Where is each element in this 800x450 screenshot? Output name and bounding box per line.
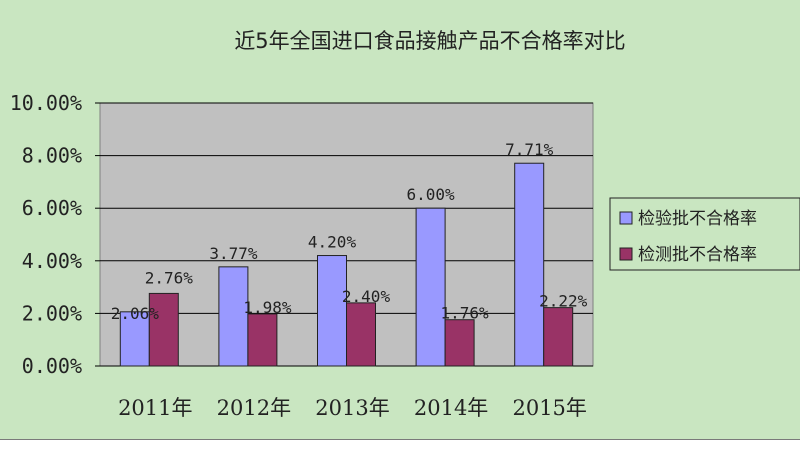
legend-swatch-inspection — [619, 211, 633, 225]
data-label-inspection: 2.06% — [111, 304, 160, 323]
data-label-inspection: 6.00% — [407, 185, 456, 204]
bar-chart: 近5年全国进口食品接触产品不合格率对比 0.00% 2.00% 4.00% 6.00%… — [10, 29, 800, 420]
data-label-testing: 1.98% — [243, 298, 292, 317]
data-label-inspection: 3.77% — [209, 244, 258, 263]
x-category-label: 2011年 — [118, 396, 192, 420]
bar-inspection — [218, 266, 249, 367]
y-tick-label: 8.00% — [22, 144, 82, 168]
data-label-testing: 2.22% — [539, 292, 588, 311]
data-label-inspection: 4.20% — [308, 233, 357, 252]
bar-testing — [444, 319, 475, 367]
bar-testing — [543, 307, 574, 367]
data-label-testing: 2.40% — [342, 287, 391, 306]
legend-label-testing: 检测批不合格率 — [638, 245, 757, 265]
y-tick-label: 4.00% — [22, 249, 82, 273]
bar-inspection — [514, 162, 545, 367]
bar-inspection — [119, 311, 150, 367]
y-tick-label: 10.00% — [10, 91, 82, 115]
bar-testing — [346, 302, 376, 367]
y-tick-label: 6.00% — [22, 196, 82, 220]
data-label-testing: 1.76% — [441, 304, 490, 323]
chart-title: 近5年全国进口食品接触产品不合格率对比 — [234, 29, 625, 53]
x-category-label: 2012年 — [217, 396, 291, 420]
bar-testing — [148, 292, 179, 367]
data-label-testing: 2.76% — [145, 268, 194, 287]
x-category-label: 2014年 — [414, 396, 488, 420]
y-tick-label: 0.00% — [22, 354, 82, 378]
bar-inspection — [317, 255, 347, 367]
x-axis-categories: 2011年 2012年 2013年 2014年 2015年 — [118, 396, 587, 420]
x-category-label: 2015年 — [512, 396, 586, 420]
bar-testing — [247, 313, 278, 367]
gridlines — [95, 102, 593, 367]
chart-area: 近5年全国进口食品接触产品不合格率对比 0.00% 2.00% 4.00% 6.00%… — [0, 0, 800, 440]
legend: 检验批不合格率 检测批不合格率 — [609, 197, 800, 271]
legend-label-inspection: 检验批不合格率 — [638, 209, 757, 229]
y-tick-label: 2.00% — [22, 301, 82, 325]
bar-inspection — [415, 207, 446, 367]
legend-swatch-testing — [619, 247, 633, 261]
data-label-inspection: 7.71% — [505, 140, 554, 159]
x-category-label: 2013年 — [315, 396, 389, 420]
y-axis-ticks: 0.00% 2.00% 4.00% 6.00% 8.00% 10.00% — [10, 91, 82, 378]
bars — [119, 162, 574, 367]
data-labels: 2.06% 2.76% 3.77% 1.98% 4.20% 2.40% 6.00% 1.76%… — [111, 140, 588, 323]
legend-box — [609, 197, 800, 271]
